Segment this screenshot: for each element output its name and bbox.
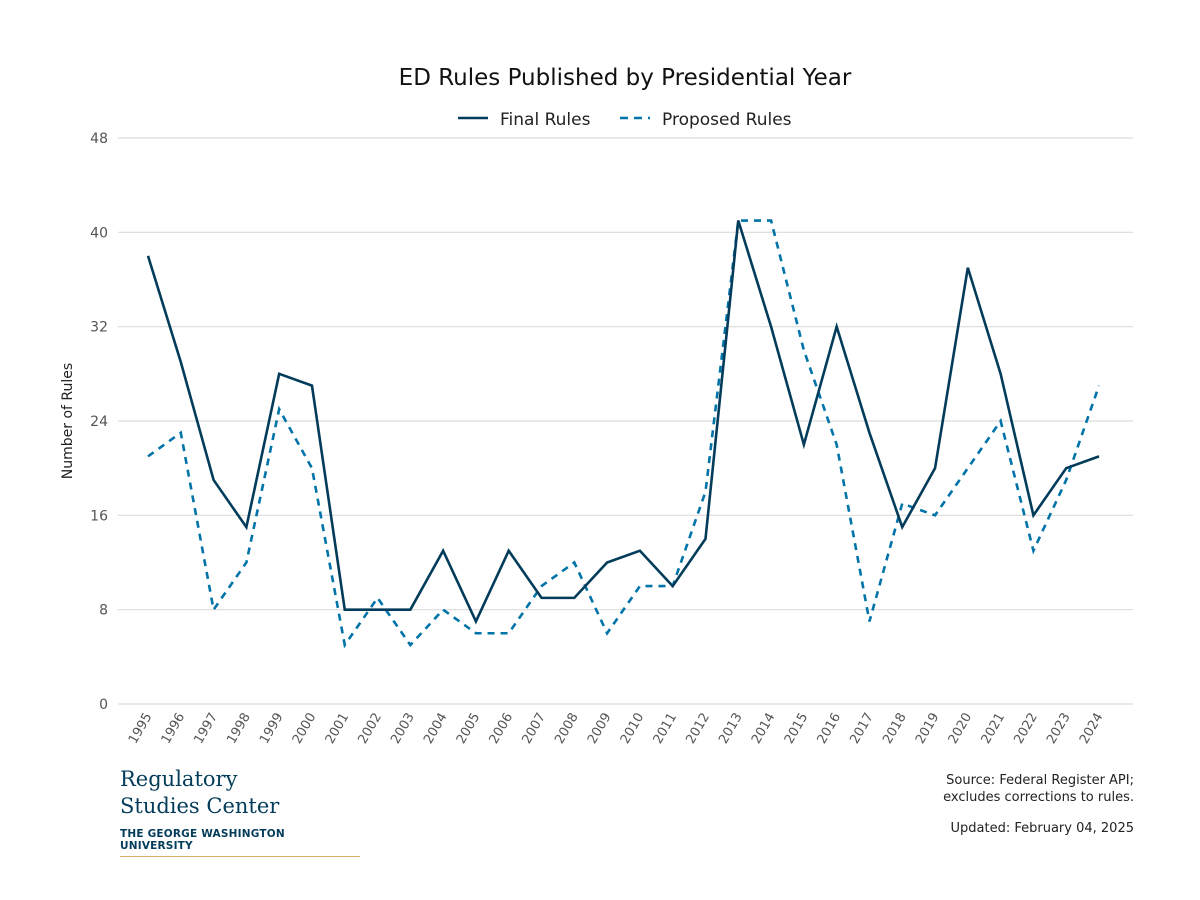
- x-tick-label: 2003: [388, 711, 418, 747]
- legend-label: Final Rules: [500, 110, 591, 130]
- x-tick-label: 2002: [355, 711, 385, 747]
- gridlines: [118, 137, 1133, 705]
- series-lines: [146, 219, 1101, 649]
- x-tick-label: 2004: [421, 711, 451, 747]
- series-line-final-rules: [146, 220, 1100, 625]
- x-tick-label: 2005: [454, 711, 484, 747]
- x-tick-label: 1998: [224, 711, 254, 747]
- x-tick-label: 2024: [1077, 711, 1107, 747]
- x-tick-label: 1996: [159, 711, 189, 747]
- legend: Final Rules Proposed Rules: [458, 110, 792, 130]
- logo-line3: THE GEORGE WASHINGTON UNIVERSITY: [120, 828, 360, 857]
- x-tick-label: 2019: [913, 711, 943, 747]
- x-tick-label: 2012: [683, 711, 713, 747]
- x-tick-label: 2016: [815, 711, 845, 747]
- x-tick-label: 2021: [979, 710, 1009, 746]
- y-tick-label: 8: [99, 603, 108, 619]
- x-tick-label: 2011: [651, 711, 681, 747]
- y-tick-label: 24: [90, 414, 108, 430]
- x-tick-label: 2023: [1044, 711, 1074, 747]
- x-tick-label: 2008: [552, 711, 582, 747]
- x-tick-label: 2020: [946, 711, 976, 747]
- x-tick-label: 2013: [716, 711, 746, 747]
- logo-line1: Regulatory: [120, 767, 238, 791]
- x-tick-label: 2001: [323, 711, 353, 747]
- x-tick-label: 2017: [847, 711, 877, 747]
- legend-label: Proposed Rules: [662, 110, 792, 130]
- x-tick-label: 1999: [257, 711, 287, 747]
- x-tick-label: 2015: [782, 711, 812, 747]
- y-tick-label: 16: [90, 508, 108, 524]
- x-tick-label: 1997: [192, 711, 222, 747]
- y-axis-label: Number of Rules: [60, 363, 76, 479]
- series-line-proposed-rules: [147, 219, 1101, 649]
- x-tick-label: 2010: [618, 711, 648, 747]
- x-tick-label: 2018: [880, 711, 910, 747]
- x-tick-label: 2022: [1011, 711, 1041, 747]
- x-axis: 1995 1996 1997 1998 1999 2000 2001 2002 2003 2004…: [126, 710, 1107, 746]
- x-tick-label: 1995: [126, 711, 156, 747]
- source-line2: excludes corrections to rules.: [943, 790, 1134, 805]
- x-tick-label: 2007: [519, 711, 549, 747]
- regulatory-studies-center-logo: Regulatory Studies Center THE GEORGE WAS…: [120, 766, 360, 857]
- y-tick-label: 40: [90, 225, 108, 241]
- source-note: Source: Federal Register API; excludes c…: [943, 772, 1134, 806]
- line-chart: ED Rules Published by Presidential Year …: [60, 65, 1133, 747]
- logo-line2: Studies Center: [120, 794, 280, 818]
- chart-title: ED Rules Published by Presidential Year: [399, 65, 852, 91]
- updated-date: Updated: February 04, 2025: [950, 821, 1134, 836]
- y-tick-label: 32: [90, 320, 108, 336]
- x-tick-label: 2014: [749, 711, 779, 747]
- y-tick-label: 0: [99, 697, 108, 713]
- y-tick-label: 48: [90, 131, 108, 147]
- x-tick-label: 2000: [290, 711, 320, 747]
- y-axis: 0 8 16 24 32 40 48: [90, 131, 108, 713]
- x-tick-label: 2006: [487, 711, 517, 747]
- x-tick-label: 2009: [585, 711, 615, 747]
- source-line1: Source: Federal Register API;: [946, 773, 1134, 788]
